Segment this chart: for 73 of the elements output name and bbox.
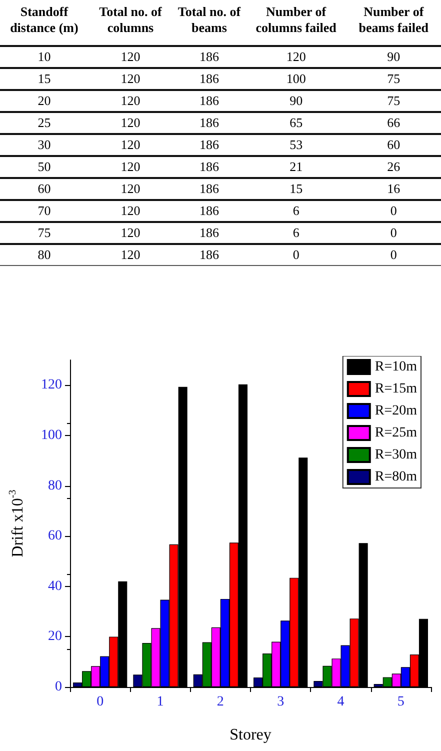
text: 186: [172, 112, 246, 134]
text: 120: [88, 90, 173, 112]
x-tick-label: 4: [337, 694, 344, 710]
x-tick-label: 0: [96, 694, 104, 710]
text: 30: [0, 134, 88, 156]
x-tick-label: 2: [216, 694, 224, 710]
text: 15: [246, 178, 346, 200]
legend-label: R=80m: [374, 470, 418, 484]
text: 26: [346, 156, 441, 178]
text: 10: [0, 46, 88, 68]
text: 186: [172, 46, 246, 68]
text: 120: [246, 46, 346, 68]
text: 50: [0, 156, 88, 178]
legend-label: R=15m: [374, 382, 418, 396]
text: 21: [246, 156, 346, 178]
text: Number of beams failed: [358, 4, 430, 38]
legend-label: R=20m: [374, 404, 418, 418]
text: Total no. of columns: [98, 4, 163, 38]
x-tick-label: 5: [397, 694, 404, 710]
text: 60: [346, 134, 441, 156]
text: Standoff distance (m): [9, 4, 80, 38]
text: 90: [246, 90, 346, 112]
text: 186: [172, 68, 246, 90]
text: 120: [88, 178, 173, 200]
y-tick-label: 100: [41, 428, 62, 443]
text: 70: [0, 200, 88, 222]
legend-label: R=30m: [374, 448, 418, 462]
text: 120: [88, 46, 173, 68]
text: 120: [88, 112, 173, 134]
y-tick-label: 40: [48, 578, 62, 594]
text: 6: [246, 200, 346, 222]
text: Number of columns failed: [254, 4, 338, 38]
text: 120: [88, 134, 173, 156]
text: 0: [346, 222, 441, 244]
y-tick-label: 0: [55, 680, 62, 694]
y-axis-title: Drift x10-3: [8, 490, 26, 558]
x-tick-label: 1: [156, 694, 164, 710]
y-tick-label: 120: [41, 378, 62, 393]
x-tick-label: 3: [277, 694, 284, 710]
text: 186: [172, 134, 246, 156]
x-axis-title: Storey: [230, 726, 272, 744]
text: 75: [346, 90, 441, 112]
text: 186: [172, 222, 246, 244]
text: 186: [172, 156, 246, 178]
text: 186: [172, 200, 246, 222]
text: 0: [346, 244, 441, 266]
text: 120: [88, 200, 173, 222]
text: 6: [246, 222, 346, 244]
text: 75: [346, 68, 441, 90]
y-tick-label: 80: [48, 478, 62, 494]
text: 66: [346, 112, 441, 134]
text: 65: [246, 112, 346, 134]
legend-label: R=25m: [374, 426, 418, 440]
text: 16: [346, 178, 441, 200]
text: 120: [88, 244, 173, 266]
text: 0: [346, 200, 441, 222]
legend-label: R=10m: [374, 360, 418, 374]
text: 100: [246, 68, 346, 90]
text: 15: [0, 68, 88, 90]
text: Total no. of beams: [176, 4, 242, 38]
text: 75: [0, 222, 88, 244]
text: 90: [346, 46, 441, 68]
y-tick-label: 60: [48, 528, 62, 544]
text: 120: [88, 68, 173, 90]
text: 120: [88, 156, 173, 178]
text: 53: [246, 134, 346, 156]
text: 120: [88, 222, 173, 244]
text: 186: [172, 244, 246, 266]
text: 186: [172, 178, 246, 200]
y-tick-label: 20: [48, 629, 62, 644]
text: 0: [246, 244, 346, 266]
text: 186: [172, 90, 246, 112]
text: 25: [0, 112, 88, 134]
